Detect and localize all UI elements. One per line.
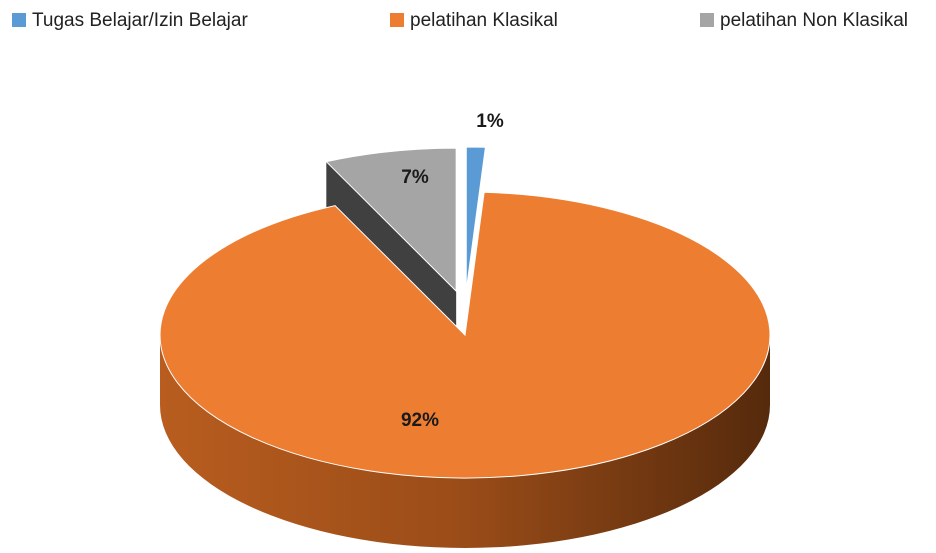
legend-label: pelatihan Non Klasikal xyxy=(720,10,908,31)
legend-swatch xyxy=(390,13,404,27)
data-label: 92% xyxy=(401,410,439,431)
pie-slice xyxy=(159,191,771,479)
pie-slice xyxy=(325,147,457,293)
data-label: 1% xyxy=(476,111,504,132)
legend-label: pelatihan Klasikal xyxy=(410,10,558,31)
legend-swatch xyxy=(700,13,714,27)
pie-slice xyxy=(465,146,486,291)
legend-swatch xyxy=(12,13,26,27)
legend-label: Tugas Belajar/Izin Belajar xyxy=(32,10,248,31)
slice-side xyxy=(160,335,770,548)
data-label: 7% xyxy=(401,167,429,188)
